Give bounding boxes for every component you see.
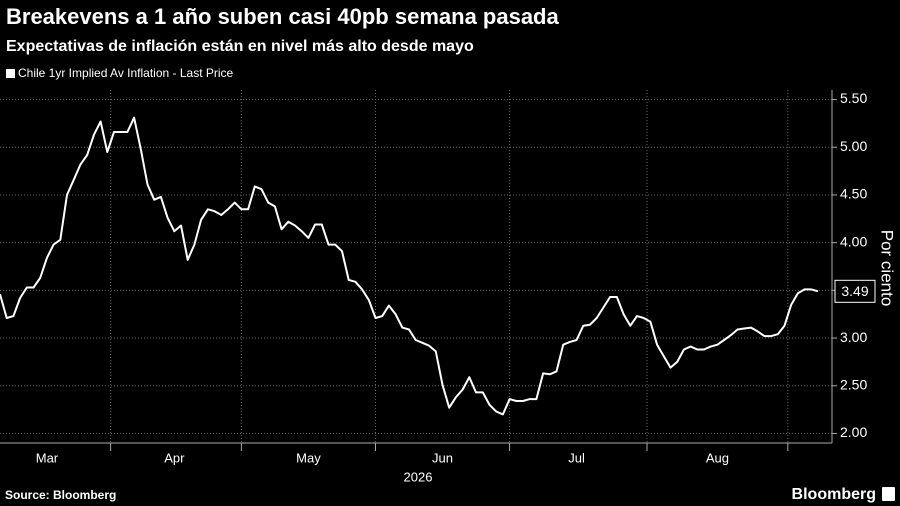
y-tick-label: 4.50 (840, 186, 867, 202)
brand-icon (882, 487, 895, 501)
x-tick-label: Aug (706, 450, 729, 465)
source: Source: Bloomberg (5, 488, 116, 502)
y-tick-label: 5.50 (840, 90, 867, 106)
x-tick-label: Jul (568, 450, 585, 465)
line (0, 116, 819, 416)
legend-label: Chile 1yr Implied Av Inflation - Last Pr… (18, 66, 234, 80)
x-axis-label: 2026 (404, 469, 433, 484)
x-tick-label: May (296, 450, 321, 465)
x-tick-label: Apr (164, 450, 185, 465)
end-label: 3.49 (841, 283, 868, 299)
chart-subtitle: Expectativas de inflación están en nivel… (6, 38, 474, 55)
y-axis-label: Por ciento (878, 230, 897, 307)
y-tick-label: 2.50 (840, 376, 867, 392)
brand: Bloomberg (792, 486, 876, 503)
y-tick-label: 4.00 (840, 233, 867, 249)
legend-swatch (6, 69, 15, 78)
y-tick-label: 5.00 (840, 138, 867, 154)
end-label-box (834, 279, 876, 303)
x-tick-label: Jun (432, 450, 453, 465)
x-tick-label: Mar (36, 450, 59, 465)
y-tick-label: 3.00 (840, 329, 867, 345)
chart-title: Breakevens a 1 año suben casi 40pb seman… (6, 4, 559, 29)
y-tick-label: 2.00 (840, 424, 867, 440)
